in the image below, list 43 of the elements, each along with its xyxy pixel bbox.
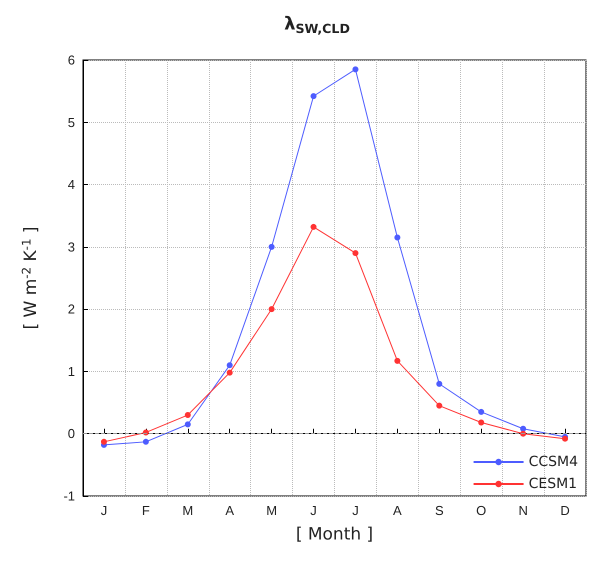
point <box>478 420 484 426</box>
point <box>310 93 317 100</box>
point <box>520 426 526 432</box>
point <box>352 250 358 256</box>
x-tick-label: O <box>476 503 486 518</box>
point <box>268 306 275 312</box>
y-tick-label: 6 <box>68 52 75 68</box>
x-tick-label: N <box>518 503 528 518</box>
legend-label: CCSM4 <box>528 454 578 470</box>
point <box>226 362 233 368</box>
point <box>436 380 442 387</box>
x-tick-label: M <box>266 503 278 518</box>
y-tick-label: 0 <box>68 426 75 442</box>
y-tick-label: 1 <box>68 364 75 379</box>
legend-label: CESM1 <box>528 476 578 492</box>
x-axis-title: [ Month ] <box>296 524 374 544</box>
y-tick-label: 4 <box>68 177 75 192</box>
x-tick-label: F <box>142 503 150 518</box>
point <box>352 66 358 72</box>
point <box>226 370 233 376</box>
point <box>436 402 442 409</box>
y-tick-label: 2 <box>68 302 75 317</box>
point <box>394 358 400 364</box>
point <box>142 438 149 445</box>
y-tick-label: 5 <box>68 114 75 130</box>
x-tick-label: J <box>310 503 317 518</box>
x-tick-label: A <box>393 503 402 518</box>
point <box>184 421 191 428</box>
y-tick-label: 3 <box>68 239 75 254</box>
y-axis-title: [ W m-2 K-1 ] <box>20 226 41 330</box>
point <box>394 234 400 241</box>
x-tick-label: A <box>225 503 234 518</box>
x-tick-label: M <box>182 503 194 518</box>
point <box>268 244 275 250</box>
point <box>100 438 107 445</box>
y-tick-label: -1 <box>63 488 75 504</box>
point <box>184 412 191 418</box>
x-tick-label: J <box>100 503 108 518</box>
x-tick-label: D <box>560 503 570 518</box>
point <box>478 408 484 415</box>
point <box>310 224 317 230</box>
x-tick-label: S <box>434 503 444 518</box>
x-tick-label: J <box>352 503 359 518</box>
